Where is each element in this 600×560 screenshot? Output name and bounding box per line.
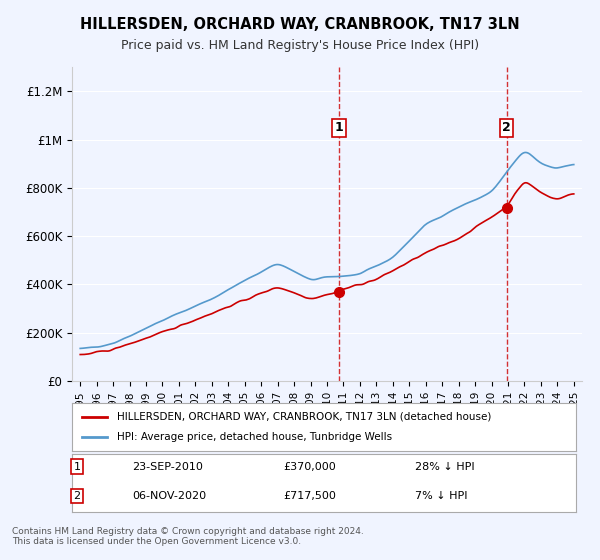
Text: Price paid vs. HM Land Registry's House Price Index (HPI): Price paid vs. HM Land Registry's House … <box>121 39 479 52</box>
Text: 1: 1 <box>74 461 80 472</box>
Text: HILLERSDEN, ORCHARD WAY, CRANBROOK, TN17 3LN (detached house): HILLERSDEN, ORCHARD WAY, CRANBROOK, TN17… <box>118 412 492 422</box>
Text: 23-SEP-2010: 23-SEP-2010 <box>133 461 203 472</box>
Text: £370,000: £370,000 <box>284 461 337 472</box>
Text: 06-NOV-2020: 06-NOV-2020 <box>133 491 206 501</box>
Text: 1: 1 <box>335 121 344 134</box>
Text: 7% ↓ HPI: 7% ↓ HPI <box>415 491 467 501</box>
Text: £717,500: £717,500 <box>284 491 337 501</box>
Text: HPI: Average price, detached house, Tunbridge Wells: HPI: Average price, detached house, Tunb… <box>118 432 392 442</box>
Text: Contains HM Land Registry data © Crown copyright and database right 2024.
This d: Contains HM Land Registry data © Crown c… <box>12 526 364 546</box>
Text: 2: 2 <box>502 121 511 134</box>
Text: 2: 2 <box>73 491 80 501</box>
Text: 28% ↓ HPI: 28% ↓ HPI <box>415 461 475 472</box>
Text: HILLERSDEN, ORCHARD WAY, CRANBROOK, TN17 3LN: HILLERSDEN, ORCHARD WAY, CRANBROOK, TN17… <box>80 17 520 32</box>
